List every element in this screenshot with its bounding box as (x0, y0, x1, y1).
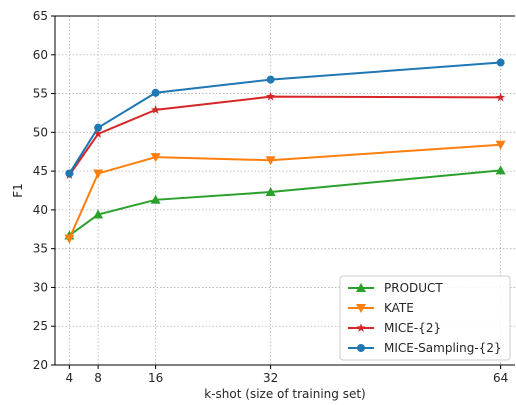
data-point (150, 153, 161, 163)
y-tick-label: 30 (33, 280, 48, 294)
series-kate (64, 140, 506, 244)
data-point (266, 75, 275, 84)
series-mice-2- (64, 91, 506, 179)
data-point (64, 234, 75, 244)
data-point (265, 187, 276, 197)
y-tick-label: 60 (33, 48, 48, 62)
legend-item: MICE-{2} (348, 321, 441, 335)
data-point (94, 123, 103, 132)
y-tick-label: 25 (33, 319, 48, 333)
data-point (495, 140, 506, 150)
y-tick-label: 55 (33, 87, 48, 101)
data-point (65, 169, 74, 178)
data-point (266, 91, 276, 101)
series-mice-sampling-2- (65, 58, 505, 178)
data-point (93, 209, 104, 219)
data-point (150, 194, 161, 204)
legend-item: MICE-Sampling-{2} (348, 341, 502, 355)
data-point (93, 129, 103, 138)
data-point (496, 92, 506, 102)
legend-label: KATE (384, 301, 414, 315)
y-tick-label: 50 (33, 125, 48, 139)
y-tick-label: 20 (33, 358, 48, 372)
series-line (68, 169, 501, 237)
data-point (151, 88, 160, 97)
legend-marker (356, 304, 366, 313)
x-tick-label: 16 (148, 371, 163, 385)
legend-item: PRODUCT (348, 281, 443, 295)
axes: 4 8 16 32 64 20 25 30 35 40 45 50 55 60 65 (33, 9, 515, 385)
y-tick-label: 35 (33, 242, 48, 256)
legend-marker (357, 344, 365, 352)
y-axis-label: F1 (11, 183, 25, 198)
x-tick-label: 32 (263, 371, 278, 385)
legend-label: PRODUCT (384, 281, 443, 295)
series-layer (64, 58, 506, 244)
data-point (93, 169, 104, 179)
x-tick-label: 8 (94, 371, 102, 385)
x-tick-label: 4 (66, 371, 74, 385)
legend-label: MICE-Sampling-{2} (384, 341, 502, 355)
legend: PRODUCT KATE MICE-{2} MICE-Sampling-{2} (339, 275, 511, 361)
legend-marker (356, 323, 366, 332)
y-tick-label: 65 (33, 9, 48, 23)
x-tick-label: 64 (493, 371, 508, 385)
data-point (151, 105, 161, 114)
legend-marker (356, 283, 366, 292)
legend-label: MICE-{2} (384, 321, 441, 335)
data-point (495, 165, 506, 175)
legend-item: KATE (348, 301, 414, 315)
data-point (265, 156, 276, 166)
data-point (496, 58, 505, 67)
y-tick-label: 40 (33, 203, 48, 217)
y-tick-label: 45 (33, 164, 48, 178)
legend-box (339, 275, 511, 361)
x-axis-label: k-shot (size of training set) (204, 387, 365, 401)
series-product (64, 165, 506, 240)
